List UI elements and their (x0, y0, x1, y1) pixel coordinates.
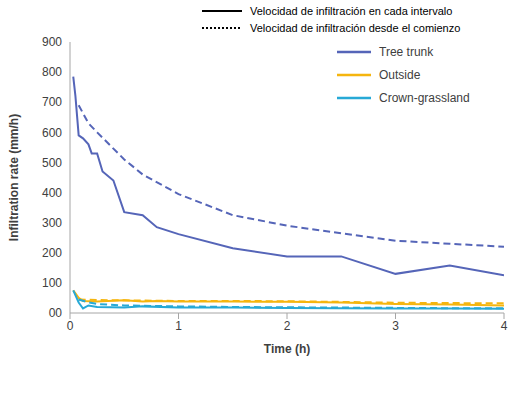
svg-text:Time (h): Time (h) (264, 342, 310, 356)
svg-text:400: 400 (42, 186, 62, 200)
svg-text:4: 4 (501, 319, 508, 333)
svg-text:100: 100 (42, 276, 62, 290)
html-text:Velocidad de infiltración en c: Velocidad de infiltración en cada interv… (250, 4, 453, 17)
svg-text:0: 0 (67, 319, 74, 333)
svg-text:600: 600 (42, 126, 62, 140)
html-text:Velocidad de infiltración desd: Velocidad de infiltración desde el comie… (250, 21, 461, 34)
html-text:Outside: Outside (379, 67, 421, 82)
svg-text:1: 1 (175, 319, 182, 333)
html-text:Tree trunk: Tree trunk (379, 44, 434, 59)
svg-text:Infiltration rate (mm/h): Infiltration rate (mm/h) (7, 114, 21, 241)
svg-text:800: 800 (42, 65, 62, 79)
svg-text:900: 900 (42, 35, 62, 49)
svg-text:00: 00 (49, 306, 63, 320)
svg-text:500: 500 (42, 156, 62, 170)
svg-text:300: 300 (42, 216, 62, 230)
svg-text:700: 700 (42, 95, 62, 109)
svg-text:3: 3 (392, 319, 399, 333)
svg-text:2: 2 (284, 319, 291, 333)
html-text:Crown-grassland: Crown-grassland (379, 90, 470, 105)
svg-text:200: 200 (42, 246, 62, 260)
